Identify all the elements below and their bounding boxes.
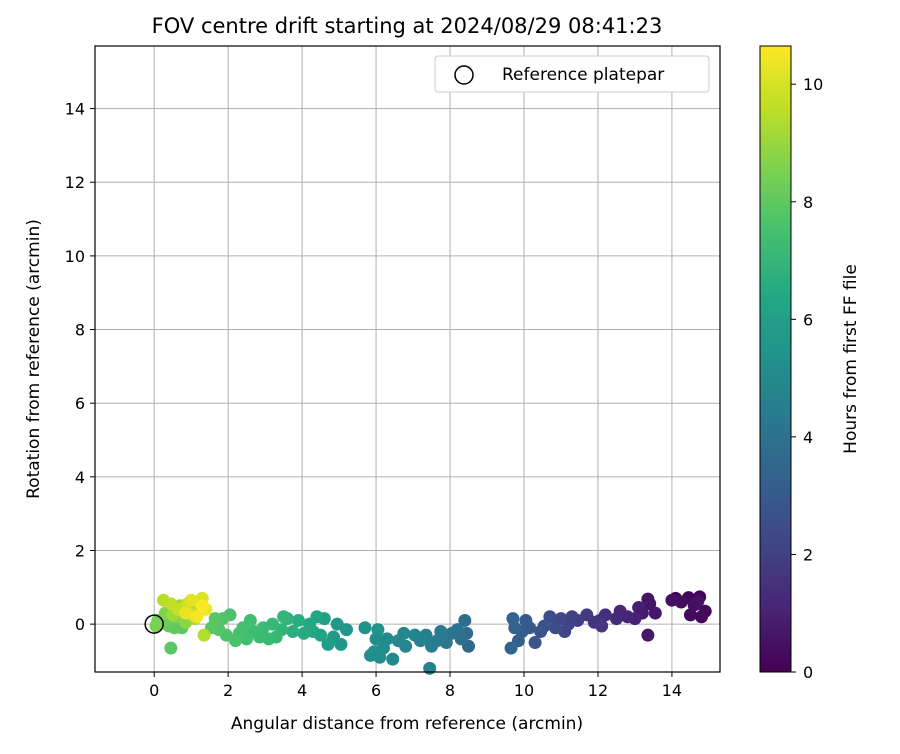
y-tick-label: 8: [75, 321, 85, 340]
data-point: [695, 610, 709, 624]
data-point: [506, 612, 520, 626]
data-point: [691, 594, 705, 608]
colorbar-tick-label: 8: [803, 193, 813, 212]
data-point: [164, 641, 178, 655]
y-tick-label: 2: [75, 541, 85, 560]
data-point: [190, 610, 204, 624]
data-point: [534, 624, 548, 638]
data-point: [665, 593, 679, 607]
data-point: [364, 648, 378, 662]
data-point: [425, 639, 439, 653]
x-axis-label: Angular distance from reference (arcmin): [231, 714, 583, 734]
data-point: [595, 619, 609, 633]
y-tick-label: 6: [75, 394, 85, 413]
data-point: [528, 636, 542, 650]
y-tick-label: 4: [75, 468, 85, 487]
chart-title: FOV centre drift starting at 2024/08/29 …: [152, 14, 663, 38]
data-point: [330, 617, 344, 631]
colorbar-tick-label: 6: [803, 310, 813, 329]
x-tick-label: 14: [662, 681, 682, 700]
y-tick-label: 12: [65, 173, 85, 192]
colorbar-tick-label: 4: [803, 428, 813, 447]
data-point: [277, 610, 291, 624]
data-point: [358, 621, 372, 635]
data-points: [149, 590, 712, 675]
data-point: [683, 608, 697, 622]
x-axis-ticks: 0 2 4 6 8 10 12 14: [149, 672, 682, 700]
data-point: [286, 624, 300, 638]
legend-box: [434, 55, 710, 93]
x-tick-label: 12: [588, 681, 608, 700]
data-point: [195, 599, 209, 613]
data-point: [149, 619, 163, 633]
data-point: [184, 593, 198, 607]
data-point: [423, 661, 437, 675]
y-axis-ticks: 0 2 4 6 8 10 12 14: [65, 100, 95, 634]
y-tick-label: 0: [75, 615, 85, 634]
x-tick-label: 6: [371, 681, 381, 700]
y-axis-label: Rotation from reference (arcmin): [24, 219, 44, 499]
x-tick-label: 0: [149, 681, 159, 700]
data-point: [386, 652, 400, 666]
data-point: [297, 626, 311, 640]
data-point: [458, 613, 472, 627]
data-point: [641, 628, 655, 642]
x-tick-label: 2: [223, 681, 233, 700]
data-point: [179, 606, 193, 620]
colorbar-tick-label: 2: [803, 545, 813, 564]
colorbar-tick-label: 10: [803, 75, 823, 94]
data-point: [291, 613, 305, 627]
colorbar-tick-label: 0: [803, 663, 813, 682]
colorbar: [759, 45, 792, 673]
legend-entry-label: Reference platepar: [502, 65, 664, 85]
gridlines: [95, 46, 720, 672]
data-point: [371, 623, 385, 637]
legend: Reference platepar: [434, 55, 710, 93]
legend-reference-marker: [454, 65, 474, 85]
data-point: [504, 641, 518, 655]
data-point: [408, 628, 422, 642]
x-tick-label: 10: [514, 681, 534, 700]
y-tick-label: 14: [65, 100, 85, 119]
data-point: [632, 601, 646, 615]
colorbar-ticks: 0 2 4 6 8 10: [791, 75, 823, 682]
data-point: [548, 621, 562, 635]
reference-point-marker: [144, 614, 164, 634]
data-point: [391, 634, 405, 648]
data-point: [648, 606, 662, 620]
x-tick-label: 8: [445, 681, 455, 700]
data-point: [197, 628, 211, 642]
data-point: [321, 637, 335, 651]
x-tick-label: 4: [297, 681, 307, 700]
plot-frame: [94, 45, 721, 673]
data-point: [519, 613, 533, 627]
colorbar-label: Hours from first FF file: [841, 264, 861, 454]
data-point: [609, 612, 623, 626]
y-tick-label: 10: [65, 247, 85, 266]
